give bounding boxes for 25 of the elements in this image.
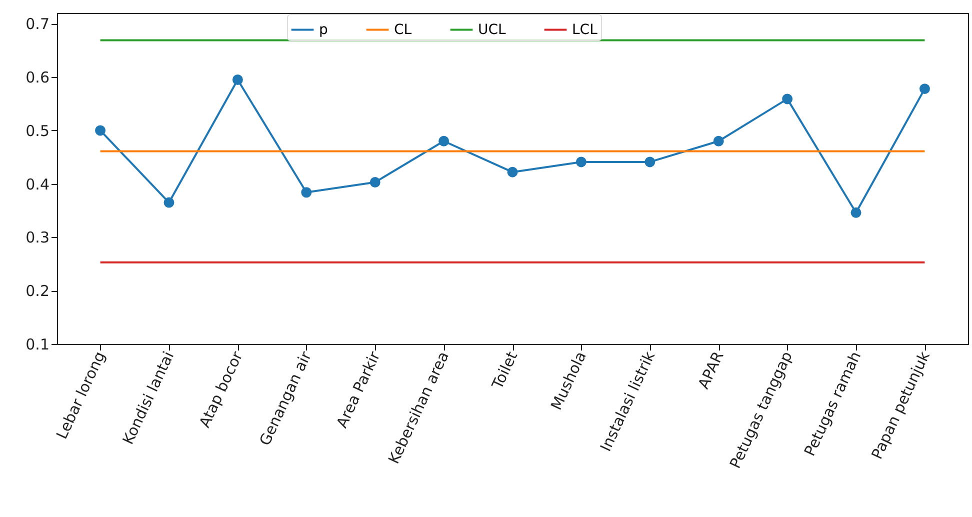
point bbox=[713, 136, 724, 146]
legend-label: p bbox=[319, 22, 328, 38]
y-tick-label: 0.3 bbox=[26, 228, 50, 247]
point bbox=[919, 84, 930, 94]
point bbox=[782, 94, 793, 104]
point bbox=[370, 177, 380, 188]
y-tick-label: 0.7 bbox=[26, 15, 50, 34]
point bbox=[644, 156, 656, 168]
x-tick-label: APAR bbox=[694, 348, 728, 392]
point bbox=[232, 74, 243, 85]
y-tick-label: 0.1 bbox=[26, 336, 50, 354]
legend-label: CL bbox=[394, 22, 412, 38]
point bbox=[95, 125, 106, 136]
point bbox=[164, 197, 174, 208]
point bbox=[438, 136, 450, 146]
point bbox=[507, 166, 518, 178]
point bbox=[301, 187, 312, 198]
legend-label: LCL bbox=[572, 22, 598, 38]
legend-label: UCL bbox=[478, 22, 506, 38]
y-tick-label: 0.5 bbox=[26, 122, 50, 140]
point bbox=[850, 207, 862, 218]
y-tick-label: 0.4 bbox=[26, 175, 50, 194]
y-tick-label: 0.2 bbox=[26, 282, 50, 300]
y-tick-label: 0.6 bbox=[26, 68, 50, 87]
point bbox=[576, 156, 586, 168]
